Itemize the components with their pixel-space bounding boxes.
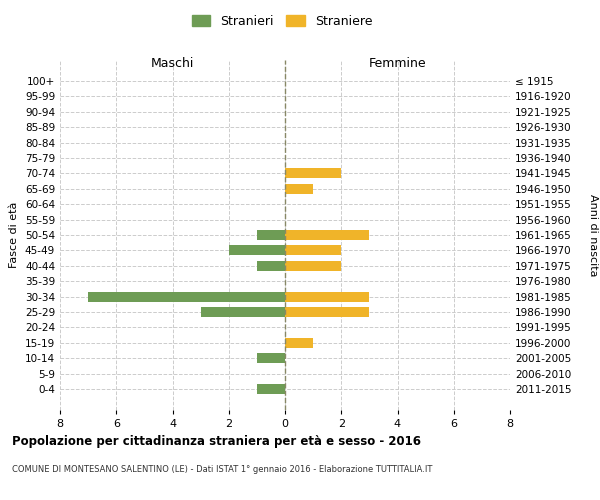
Bar [257,230,285,240]
Text: Popolazione per cittadinanza straniera per età e sesso - 2016: Popolazione per cittadinanza straniera p… [12,435,421,448]
Bar [285,230,370,240]
Bar [285,184,313,194]
Legend: Stranieri, Straniere: Stranieri, Straniere [188,11,376,32]
Y-axis label: Fasce di età: Fasce di età [10,202,19,268]
Bar [229,246,285,256]
Text: Femmine: Femmine [368,57,427,70]
Bar [257,261,285,271]
Bar [285,307,370,317]
Bar [88,292,285,302]
Text: Maschi: Maschi [151,57,194,70]
Bar [285,168,341,178]
Bar [200,307,285,317]
Bar [285,261,341,271]
Y-axis label: Anni di nascita: Anni di nascita [588,194,598,276]
Bar [285,292,370,302]
Text: COMUNE DI MONTESANO SALENTINO (LE) - Dati ISTAT 1° gennaio 2016 - Elaborazione T: COMUNE DI MONTESANO SALENTINO (LE) - Dat… [12,465,433,474]
Bar [257,384,285,394]
Bar [257,354,285,364]
Bar [285,246,341,256]
Bar [285,338,313,348]
